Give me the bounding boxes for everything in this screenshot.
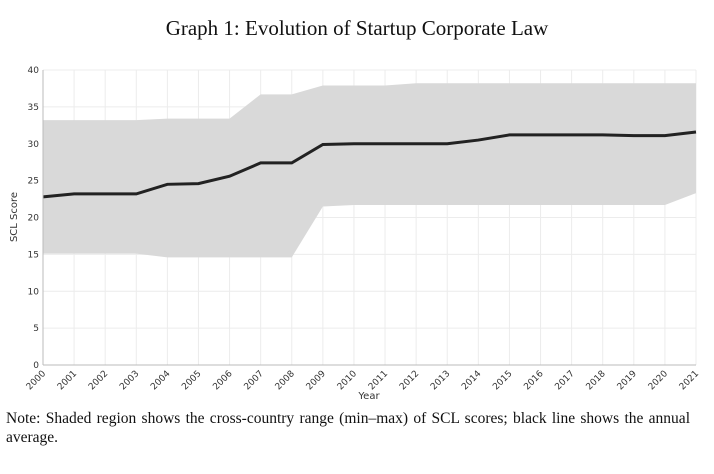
x-tick-label: 2001 — [56, 369, 79, 392]
x-tick-label: 2014 — [460, 369, 483, 392]
y-tick-label: 10 — [28, 287, 40, 297]
x-tick-label: 2007 — [243, 369, 266, 392]
x-tick-label: 2005 — [180, 369, 203, 392]
y-tick-label: 35 — [28, 103, 39, 113]
x-tick-label: 2010 — [336, 369, 359, 392]
x-tick-label: 2009 — [305, 369, 328, 392]
x-tick-label: 2017 — [553, 369, 576, 392]
x-tick-label: 2006 — [211, 369, 234, 392]
x-tick-label: 2019 — [616, 369, 639, 392]
y-tick-label: 25 — [28, 177, 39, 187]
x-tick-label: 2008 — [274, 369, 297, 392]
x-tick-label: 2021 — [678, 369, 701, 392]
range-band — [43, 83, 696, 258]
x-tick-label: 2004 — [149, 369, 172, 392]
x-tick-label: 2015 — [491, 369, 514, 392]
average-line — [42, 130, 697, 199]
y-tick-label: 15 — [28, 250, 39, 260]
y-tick-label: 0 — [33, 361, 39, 371]
x-tick-label: 2011 — [367, 369, 390, 392]
x-tick-label: 2000 — [25, 369, 48, 392]
chart: 0 5 10 15 20 25 30 35 40 2000 2001 2002 2003 2004 2005… — [9, 66, 701, 400]
x-tick-label: 2020 — [647, 369, 670, 392]
y-tick-label: 40 — [28, 66, 40, 76]
x-axis-label: Year — [357, 391, 380, 400]
y-tick-label: 20 — [28, 214, 40, 224]
x-tick-label: 2012 — [398, 369, 421, 392]
x-tick-label: 2002 — [87, 369, 110, 392]
y-axis-label: SCL Score — [9, 192, 20, 242]
y-tick-label: 30 — [28, 140, 40, 150]
y-tick-label: 5 — [33, 324, 39, 334]
x-tick-label: 2013 — [429, 369, 452, 392]
x-tick-label: 2016 — [522, 369, 545, 392]
chart-title: Graph 1: Evolution of Startup Corporate … — [165, 16, 549, 40]
x-tick-label: 2003 — [118, 369, 141, 392]
chart-note: Note: Shaded region shows the cross-coun… — [6, 410, 690, 446]
x-tick-label: 2018 — [585, 369, 608, 392]
